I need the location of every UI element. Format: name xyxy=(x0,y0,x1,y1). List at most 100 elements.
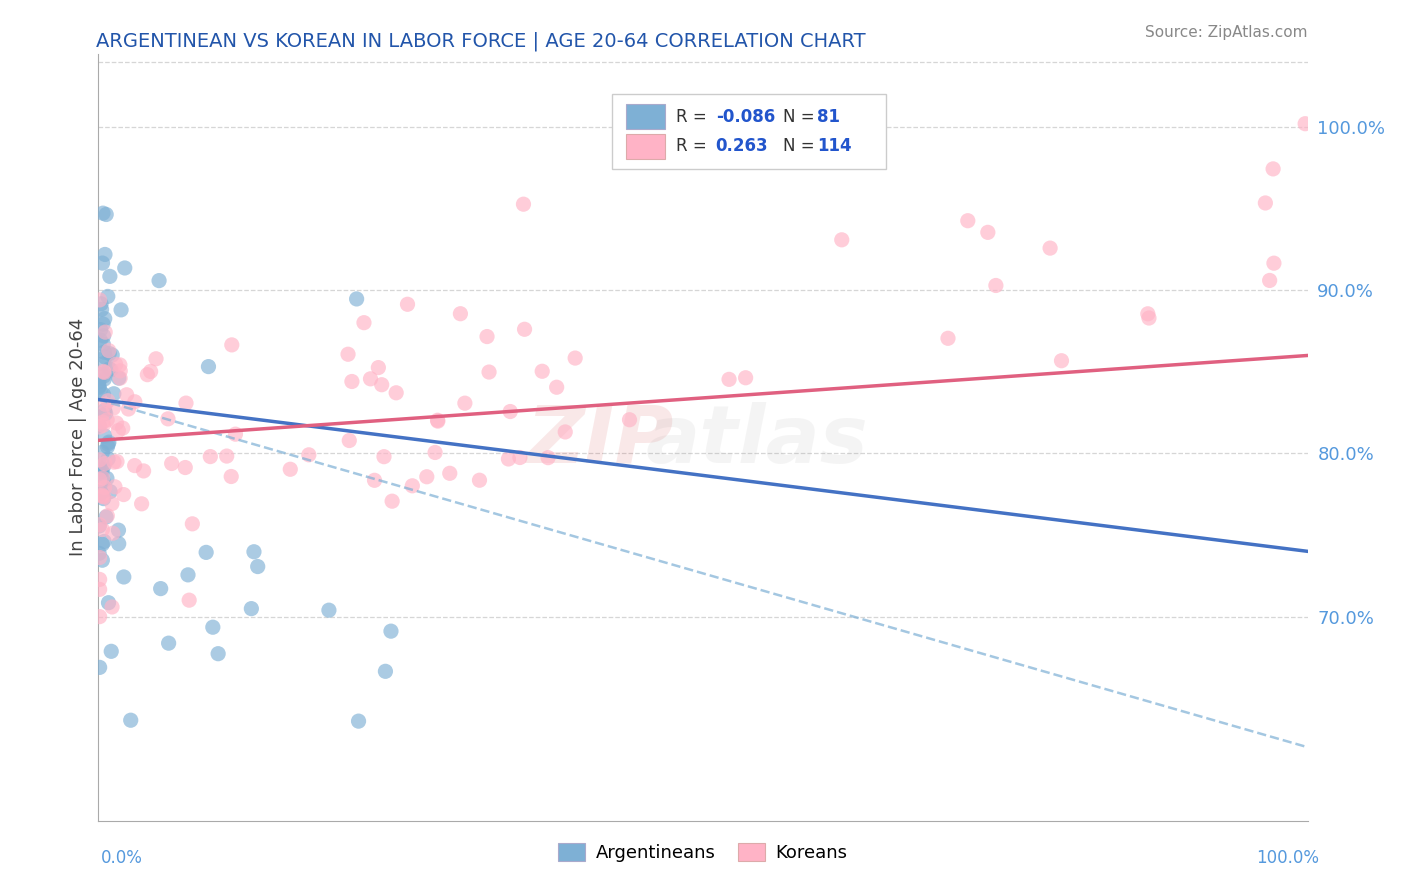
Point xyxy=(98,346,121,360)
Point xyxy=(87,379,110,393)
Point xyxy=(94,457,117,471)
Point xyxy=(380,624,402,639)
Point xyxy=(564,351,586,365)
Point xyxy=(93,429,115,443)
Point xyxy=(97,289,120,303)
Point xyxy=(90,368,112,382)
Point xyxy=(984,278,1007,293)
Point xyxy=(718,372,741,386)
Point xyxy=(347,714,370,728)
Point xyxy=(107,523,129,537)
Point xyxy=(87,546,110,560)
Text: atlas: atlas xyxy=(645,402,869,480)
Point xyxy=(1263,256,1285,270)
Point xyxy=(131,497,153,511)
Point xyxy=(107,537,129,551)
Point xyxy=(115,388,138,402)
Point xyxy=(93,369,115,384)
Point xyxy=(87,418,110,433)
Point xyxy=(1294,117,1316,131)
Point xyxy=(112,570,135,584)
Point xyxy=(426,413,449,427)
Point xyxy=(91,317,114,331)
Point xyxy=(89,573,111,587)
Point xyxy=(240,601,263,615)
Point xyxy=(89,550,111,565)
Point xyxy=(93,480,115,494)
Point xyxy=(93,458,115,473)
Point xyxy=(101,497,124,511)
Point xyxy=(174,396,197,410)
Point xyxy=(93,366,115,380)
Point xyxy=(101,526,124,541)
Point xyxy=(91,357,114,371)
Point xyxy=(1261,161,1284,176)
Point xyxy=(93,364,115,378)
Text: 114: 114 xyxy=(817,137,852,155)
Point xyxy=(346,292,368,306)
Point xyxy=(1136,307,1159,321)
Point xyxy=(101,348,124,362)
Point xyxy=(103,455,125,469)
Point xyxy=(385,385,408,400)
Point xyxy=(89,465,111,479)
Point xyxy=(367,360,389,375)
Point xyxy=(97,343,120,358)
Point xyxy=(96,508,118,523)
Point xyxy=(89,384,111,398)
Point xyxy=(148,274,170,288)
Point xyxy=(91,407,114,421)
Point xyxy=(90,323,112,337)
Point xyxy=(531,364,554,378)
Point xyxy=(478,365,501,379)
Point xyxy=(139,364,162,378)
Point xyxy=(454,396,477,410)
Point xyxy=(91,471,114,485)
Point xyxy=(103,386,125,401)
Point xyxy=(475,329,498,343)
Point xyxy=(243,545,266,559)
Point xyxy=(90,302,112,317)
Point xyxy=(179,593,201,607)
Point xyxy=(619,413,641,427)
Point xyxy=(124,458,146,473)
Point xyxy=(1137,311,1160,326)
Point xyxy=(120,713,142,727)
Point xyxy=(93,345,115,359)
Point xyxy=(423,445,446,459)
Point xyxy=(89,473,111,487)
Point xyxy=(449,307,471,321)
Point xyxy=(160,457,183,471)
Point xyxy=(94,397,117,411)
Point xyxy=(215,449,238,463)
Point xyxy=(94,407,117,421)
Point xyxy=(89,609,111,624)
Point xyxy=(96,207,118,221)
Point xyxy=(91,418,114,433)
Point xyxy=(98,484,121,499)
Point xyxy=(831,233,853,247)
Point xyxy=(97,435,120,450)
Point xyxy=(145,351,167,366)
Point xyxy=(96,413,118,427)
Point xyxy=(89,519,111,533)
Point xyxy=(177,567,200,582)
Point xyxy=(89,660,111,674)
Text: ZIP: ZIP xyxy=(526,402,673,480)
Point xyxy=(91,464,114,478)
Point xyxy=(94,247,117,261)
Point xyxy=(512,197,534,211)
Point xyxy=(91,523,114,537)
Point xyxy=(93,329,115,343)
Point xyxy=(554,425,576,439)
Text: N =: N = xyxy=(783,137,820,155)
Point xyxy=(396,297,419,311)
Point xyxy=(110,364,132,378)
Point xyxy=(513,322,536,336)
Point xyxy=(117,402,139,417)
Point xyxy=(136,368,159,382)
Point xyxy=(94,510,117,524)
Point xyxy=(132,464,155,478)
Point xyxy=(93,372,115,386)
Point xyxy=(200,450,222,464)
